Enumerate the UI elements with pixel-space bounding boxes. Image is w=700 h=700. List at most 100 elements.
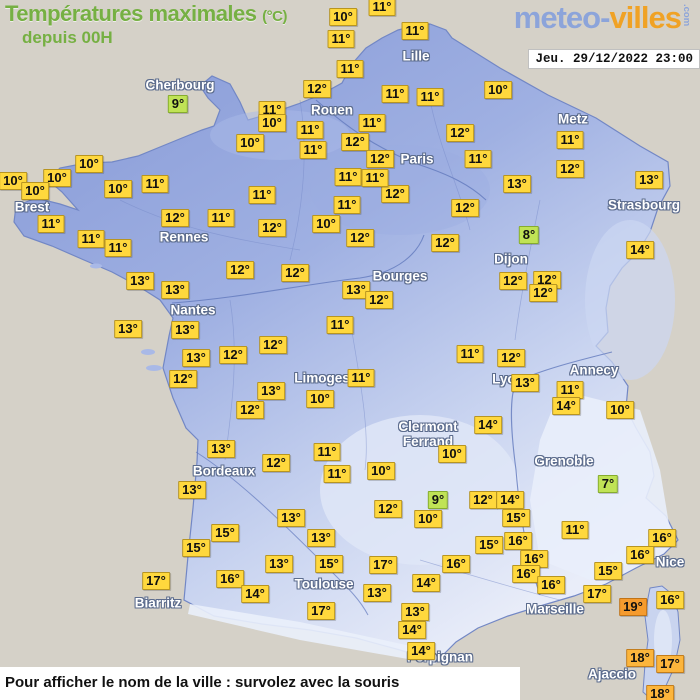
- temp-badge[interactable]: 11°: [456, 345, 484, 363]
- temp-badge[interactable]: 19°: [619, 598, 647, 616]
- temp-badge[interactable]: 11°: [361, 169, 389, 187]
- temp-badge[interactable]: 10°: [438, 445, 466, 463]
- temp-badge[interactable]: 10°: [312, 215, 340, 233]
- meteo-villes-logo[interactable]: meteo-villes.com: [514, 0, 692, 36]
- temp-badge[interactable]: 17°: [656, 655, 684, 673]
- temp-badge[interactable]: 11°: [556, 131, 584, 149]
- temp-badge[interactable]: 12°: [258, 219, 286, 237]
- temp-badge[interactable]: 10°: [329, 8, 357, 26]
- temp-badge[interactable]: 12°: [529, 284, 557, 302]
- temp-badge[interactable]: 10°: [484, 81, 512, 99]
- temp-badge[interactable]: 12°: [366, 150, 394, 168]
- temp-badge[interactable]: 13°: [363, 584, 391, 602]
- temp-badge[interactable]: 12°: [259, 336, 287, 354]
- temp-badge[interactable]: 13°: [635, 171, 663, 189]
- temp-badge[interactable]: 12°: [446, 124, 474, 142]
- temp-badge[interactable]: 11°: [416, 88, 444, 106]
- temp-badge[interactable]: 10°: [606, 401, 634, 419]
- temp-badge[interactable]: 13°: [342, 281, 370, 299]
- temp-badge[interactable]: 12°: [281, 264, 309, 282]
- temp-badge[interactable]: 10°: [414, 510, 442, 528]
- temp-badge[interactable]: 11°: [358, 114, 386, 132]
- temp-badge[interactable]: 11°: [207, 209, 235, 227]
- temp-badge[interactable]: 13°: [161, 281, 189, 299]
- temp-badge[interactable]: 16°: [537, 576, 565, 594]
- temp-badge[interactable]: 13°: [182, 349, 210, 367]
- temp-badge[interactable]: 10°: [0, 172, 27, 190]
- temp-badge[interactable]: 14°: [412, 574, 440, 592]
- temp-badge[interactable]: 11°: [333, 196, 361, 214]
- temp-badge[interactable]: 12°: [374, 500, 402, 518]
- temp-badge[interactable]: 13°: [171, 321, 199, 339]
- temp-badge[interactable]: 11°: [381, 85, 409, 103]
- temp-badge[interactable]: 11°: [327, 30, 355, 48]
- temp-badge[interactable]: 11°: [368, 0, 396, 16]
- temp-badge[interactable]: 13°: [511, 374, 539, 392]
- temp-badge[interactable]: 13°: [207, 440, 235, 458]
- temp-badge[interactable]: 10°: [104, 180, 132, 198]
- temp-badge[interactable]: 10°: [367, 462, 395, 480]
- temp-badge[interactable]: 12°: [469, 491, 497, 509]
- temp-badge[interactable]: 14°: [407, 642, 435, 660]
- temp-badge[interactable]: 16°: [442, 555, 470, 573]
- temp-badge[interactable]: 12°: [219, 346, 247, 364]
- temp-badge[interactable]: 11°: [299, 141, 327, 159]
- temp-badge[interactable]: 12°: [381, 185, 409, 203]
- temp-badge[interactable]: 12°: [346, 229, 374, 247]
- temp-badge[interactable]: 14°: [241, 585, 269, 603]
- temp-badge[interactable]: 12°: [451, 199, 479, 217]
- temp-badge[interactable]: 15°: [475, 536, 503, 554]
- temp-badge[interactable]: 11°: [248, 186, 276, 204]
- temp-badge[interactable]: 16°: [520, 550, 548, 568]
- temp-badge[interactable]: 10°: [236, 134, 264, 152]
- temp-badge[interactable]: 17°: [307, 602, 335, 620]
- temp-badge[interactable]: 18°: [646, 685, 674, 700]
- temp-badge[interactable]: 11°: [347, 369, 375, 387]
- temp-badge[interactable]: 14°: [552, 397, 580, 415]
- temp-badge[interactable]: 13°: [114, 320, 142, 338]
- temp-badge[interactable]: 12°: [226, 261, 254, 279]
- temp-badge[interactable]: 16°: [626, 546, 654, 564]
- temp-badge[interactable]: 18°: [626, 649, 654, 667]
- temp-badge[interactable]: 15°: [182, 539, 210, 557]
- temp-badge[interactable]: 10°: [306, 390, 334, 408]
- temp-badge[interactable]: 11°: [334, 168, 362, 186]
- temp-badge[interactable]: 11°: [401, 22, 429, 40]
- temp-badge[interactable]: 10°: [258, 114, 286, 132]
- temp-badge[interactable]: 12°: [497, 349, 525, 367]
- temp-badge[interactable]: 16°: [656, 591, 684, 609]
- temp-badge[interactable]: 13°: [257, 382, 285, 400]
- temp-badge[interactable]: 15°: [594, 562, 622, 580]
- temp-badge[interactable]: 12°: [262, 454, 290, 472]
- temp-badge[interactable]: 12°: [161, 209, 189, 227]
- temp-badge[interactable]: 12°: [303, 80, 331, 98]
- temp-badge[interactable]: 11°: [464, 150, 492, 168]
- temp-badge[interactable]: 11°: [141, 175, 169, 193]
- temp-badge[interactable]: 12°: [341, 133, 369, 151]
- temp-badge[interactable]: 8°: [518, 226, 540, 244]
- temp-badge[interactable]: 10°: [21, 182, 49, 200]
- temp-badge[interactable]: 11°: [323, 465, 351, 483]
- temp-badge[interactable]: 11°: [37, 215, 65, 233]
- temp-badge[interactable]: 7°: [597, 475, 619, 493]
- temp-badge[interactable]: 14°: [496, 491, 524, 509]
- temp-badge[interactable]: 12°: [169, 370, 197, 388]
- temp-badge[interactable]: 11°: [77, 230, 105, 248]
- temp-badge[interactable]: 12°: [556, 160, 584, 178]
- temp-badge[interactable]: 13°: [503, 175, 531, 193]
- temp-badge[interactable]: 11°: [556, 381, 584, 399]
- temp-badge[interactable]: 9°: [167, 95, 189, 113]
- temp-badge[interactable]: 13°: [401, 603, 429, 621]
- temp-badge[interactable]: 13°: [277, 509, 305, 527]
- temp-badge[interactable]: 11°: [296, 121, 324, 139]
- temp-badge[interactable]: 13°: [265, 555, 293, 573]
- temp-badge[interactable]: 11°: [326, 316, 354, 334]
- temp-badge[interactable]: 16°: [648, 529, 676, 547]
- temp-badge[interactable]: 10°: [43, 169, 71, 187]
- temp-badge[interactable]: 12°: [499, 272, 527, 290]
- temp-badge[interactable]: 11°: [336, 60, 364, 78]
- temp-badge[interactable]: 14°: [474, 416, 502, 434]
- temp-badge[interactable]: 12°: [365, 291, 393, 309]
- temp-badge[interactable]: 14°: [626, 241, 654, 259]
- temp-badge[interactable]: 15°: [211, 524, 239, 542]
